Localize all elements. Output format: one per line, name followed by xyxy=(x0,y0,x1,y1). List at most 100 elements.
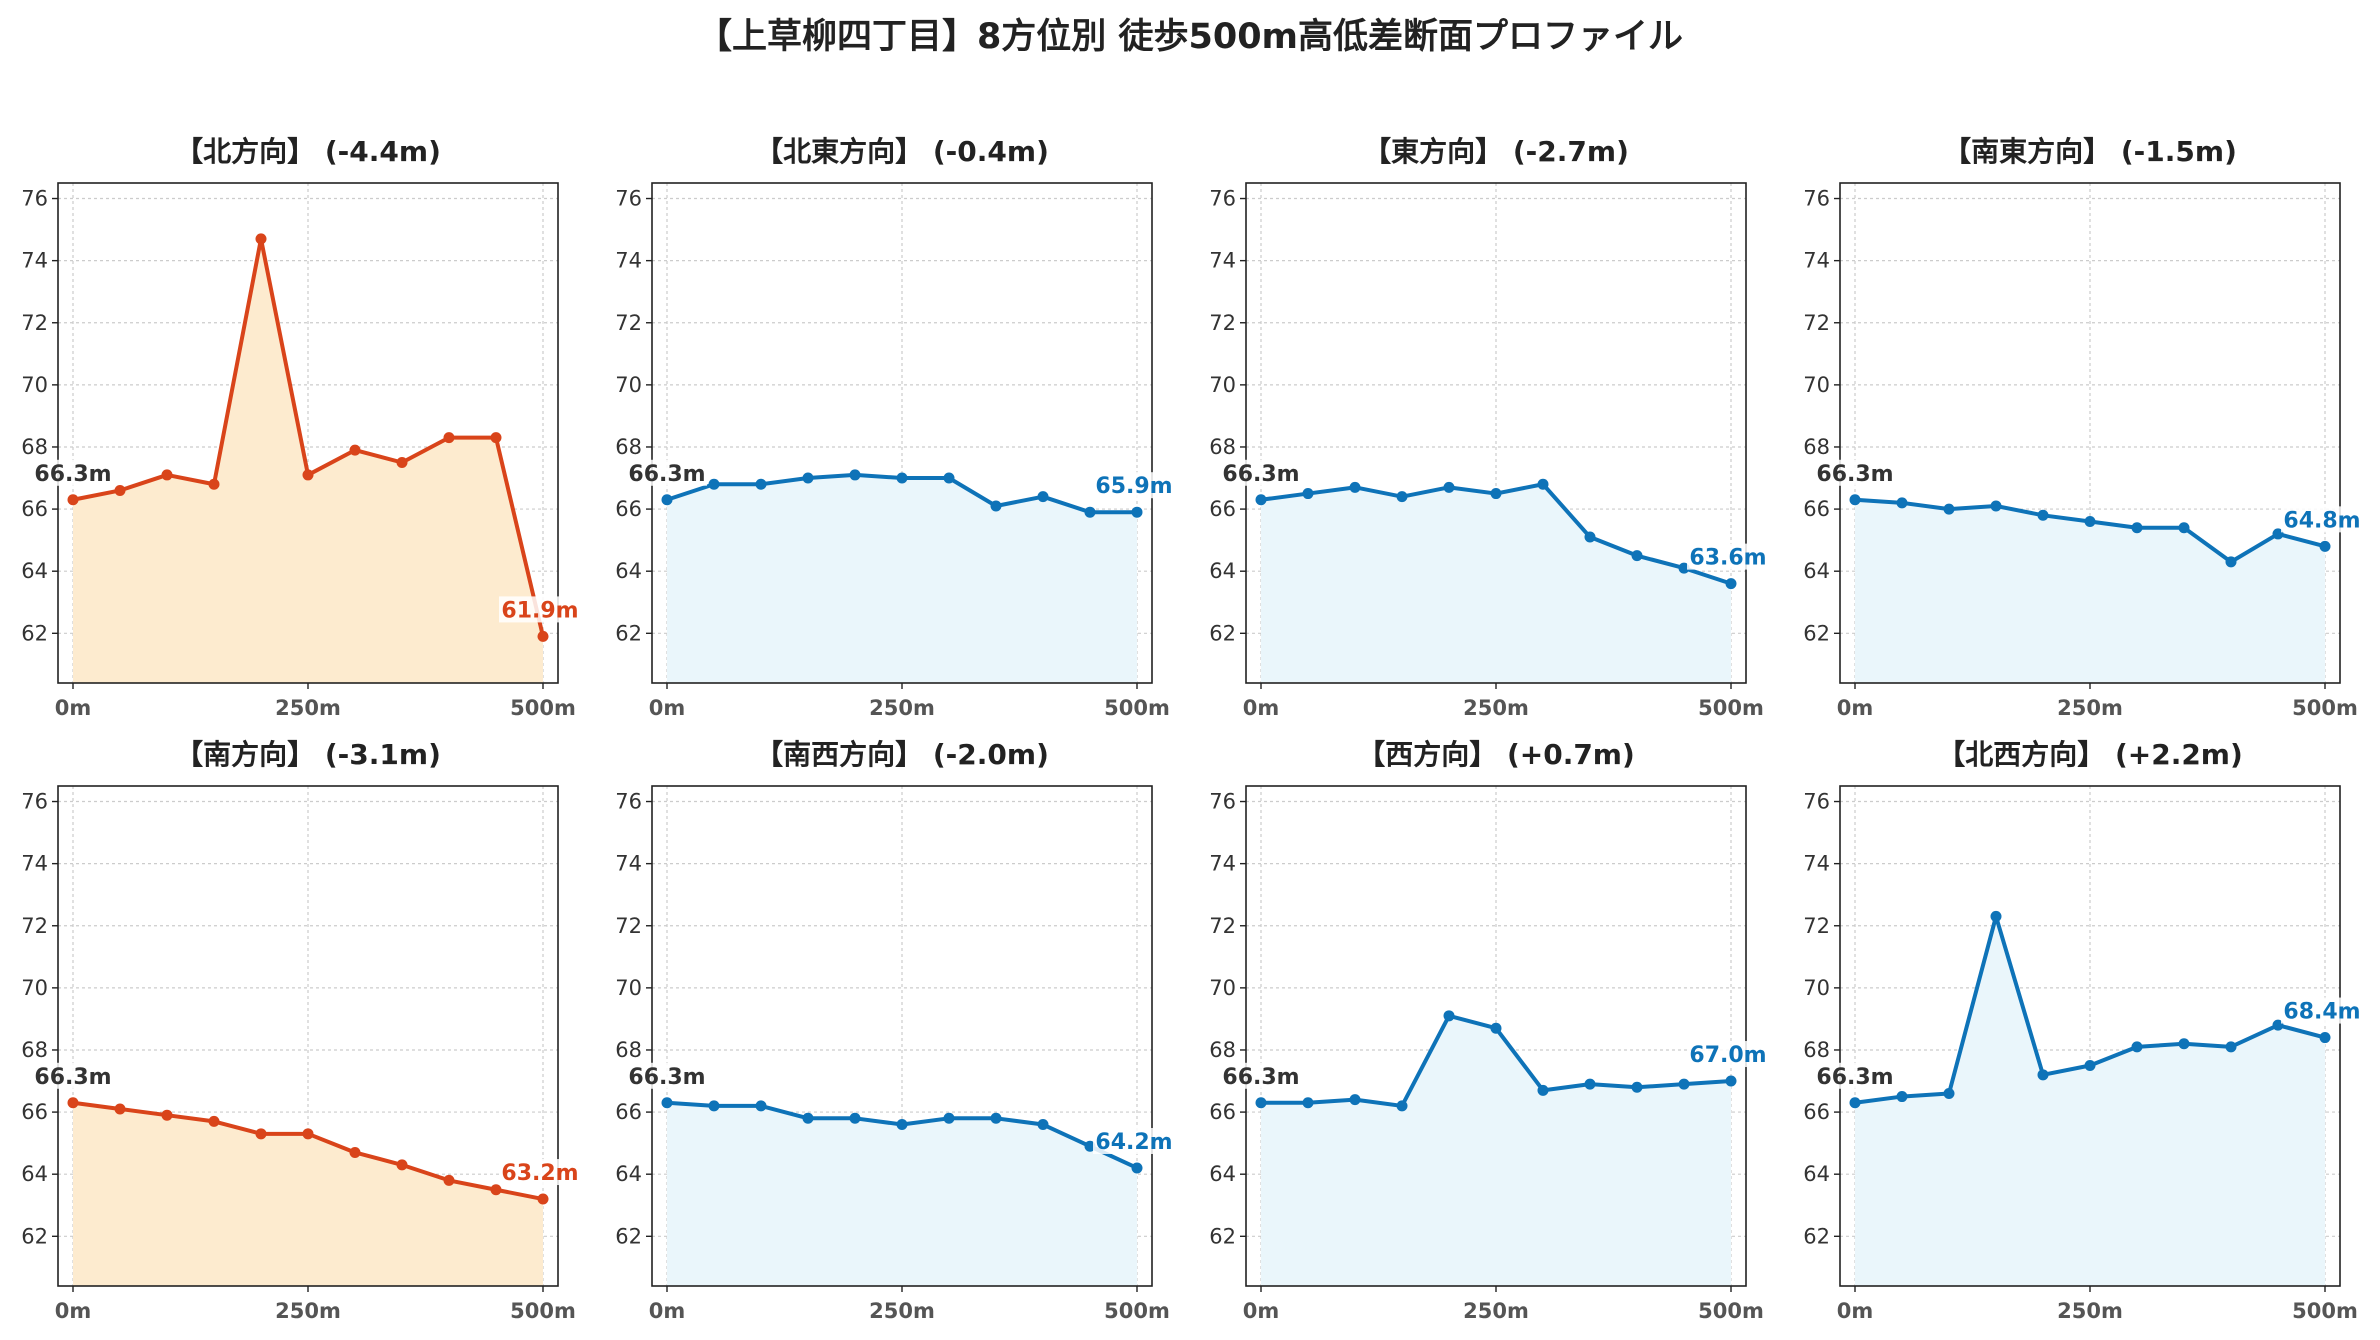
data-point xyxy=(2272,1019,2284,1031)
data-point xyxy=(802,472,814,484)
data-point xyxy=(2178,522,2190,534)
y-tick-label: 66 xyxy=(1803,497,1830,521)
panel-title: 【南西方向】 (-2.0m) xyxy=(755,738,1049,771)
area-fill xyxy=(1855,916,2325,1286)
y-tick-label: 70 xyxy=(1209,976,1236,1000)
data-point xyxy=(2131,1041,2143,1053)
start-label-bg xyxy=(1221,1062,1301,1089)
x-tick-label: 250m xyxy=(275,696,341,720)
y-tick-label: 72 xyxy=(615,914,642,938)
data-point xyxy=(1896,1091,1908,1103)
y-tick-label: 66 xyxy=(615,1100,642,1124)
data-point xyxy=(1678,562,1690,574)
data-point xyxy=(802,1112,814,1124)
data-point xyxy=(443,1174,455,1186)
panel-4: 62 64 66 68 70 72 74 76 0m 250m 500m 【南方向】 (-3.1m) 6… xyxy=(21,738,581,1323)
data-point xyxy=(396,1159,408,1171)
data-point xyxy=(67,494,79,506)
y-tick-label: 74 xyxy=(615,249,642,273)
data-point xyxy=(1849,1097,1861,1109)
data-point xyxy=(208,478,220,490)
area-fill xyxy=(73,1102,543,1286)
y-tick-label: 72 xyxy=(1803,311,1830,335)
y-tick-label: 76 xyxy=(21,790,48,814)
start-label-bg xyxy=(1815,1062,1895,1089)
end-label: 68.4m xyxy=(2283,1000,2360,1025)
data-point xyxy=(349,1146,361,1158)
x-tick-label: 0m xyxy=(1837,696,1874,720)
y-tick-label: 76 xyxy=(1803,790,1830,814)
data-point xyxy=(2225,1041,2237,1053)
data-point xyxy=(1943,503,1955,515)
data-point xyxy=(443,432,455,444)
end-label-bg xyxy=(2281,506,2363,533)
y-tick-label: 66 xyxy=(1803,1100,1830,1124)
x-tick-label: 250m xyxy=(1463,696,1529,720)
data-point xyxy=(1037,1119,1049,1131)
y-tick-label: 62 xyxy=(1209,1224,1236,1248)
data-point xyxy=(1943,1087,1955,1099)
y-tick-label: 76 xyxy=(1209,187,1236,211)
y-tick-label: 68 xyxy=(1803,1038,1830,1062)
y-tick-label: 70 xyxy=(615,373,642,397)
x-tick-label: 500m xyxy=(2292,696,2358,720)
data-point xyxy=(708,478,720,490)
x-tick-label: 500m xyxy=(2292,1299,2358,1323)
end-label-bg xyxy=(1687,1041,1769,1068)
y-tick-label: 70 xyxy=(1803,373,1830,397)
y-tick-label: 66 xyxy=(1209,1100,1236,1124)
x-tick-label: 250m xyxy=(869,696,935,720)
data-point xyxy=(1396,1100,1408,1112)
start-label: 66.3m xyxy=(628,462,705,487)
y-tick-label: 62 xyxy=(21,1224,48,1248)
data-point xyxy=(1631,550,1643,562)
area-fill xyxy=(1261,1015,1731,1286)
x-tick-label: 250m xyxy=(1463,1299,1529,1323)
y-tick-label: 70 xyxy=(1209,373,1236,397)
data-point xyxy=(208,1115,220,1127)
start-label-bg xyxy=(627,1062,707,1089)
data-point xyxy=(1490,1022,1502,1034)
y-tick-label: 70 xyxy=(1803,976,1830,1000)
y-tick-label: 66 xyxy=(615,497,642,521)
data-point xyxy=(1584,531,1596,543)
start-label-bg xyxy=(1221,459,1301,486)
panel-title: 【北方向】 (-4.4m) xyxy=(175,135,441,168)
y-tick-label: 72 xyxy=(615,311,642,335)
data-point xyxy=(1725,1075,1737,1087)
data-point xyxy=(1990,910,2002,922)
data-point xyxy=(1990,500,2002,512)
data-point xyxy=(114,484,126,496)
y-tick-label: 72 xyxy=(21,914,48,938)
x-tick-label: 250m xyxy=(869,1299,935,1323)
y-tick-label: 66 xyxy=(21,497,48,521)
data-point xyxy=(1490,488,1502,500)
data-point xyxy=(1396,491,1408,503)
x-tick-label: 0m xyxy=(649,1299,686,1323)
data-point xyxy=(2319,540,2331,552)
data-point xyxy=(537,630,549,642)
start-label: 66.3m xyxy=(1222,462,1299,487)
x-tick-label: 0m xyxy=(649,696,686,720)
figure-title: 【上草柳四丁目】8方位別 徒歩500m高低差断面プロファイル xyxy=(696,17,1684,57)
data-point xyxy=(161,1109,173,1121)
end-label: 67.0m xyxy=(1689,1043,1766,1068)
y-tick-label: 64 xyxy=(1209,1162,1236,1186)
data-point xyxy=(943,1112,955,1124)
data-point xyxy=(1255,1097,1267,1109)
panel-title: 【西方向】 (+0.7m) xyxy=(1357,738,1635,771)
data-point xyxy=(896,472,908,484)
data-point xyxy=(943,472,955,484)
y-tick-label: 62 xyxy=(615,621,642,645)
y-tick-label: 64 xyxy=(1803,559,1830,583)
panel-2: 62 64 66 68 70 72 74 76 0m 250m 500m 【東方向】 (-2.7m) 6… xyxy=(1209,135,1769,720)
panel-title: 【北西方向】 (+2.2m) xyxy=(1937,738,2243,771)
y-tick-label: 76 xyxy=(615,187,642,211)
y-tick-label: 64 xyxy=(615,559,642,583)
data-point xyxy=(1443,481,1455,493)
y-tick-label: 62 xyxy=(1803,1224,1830,1248)
data-point xyxy=(490,432,502,444)
y-tick-label: 66 xyxy=(21,1100,48,1124)
data-point xyxy=(2084,516,2096,528)
